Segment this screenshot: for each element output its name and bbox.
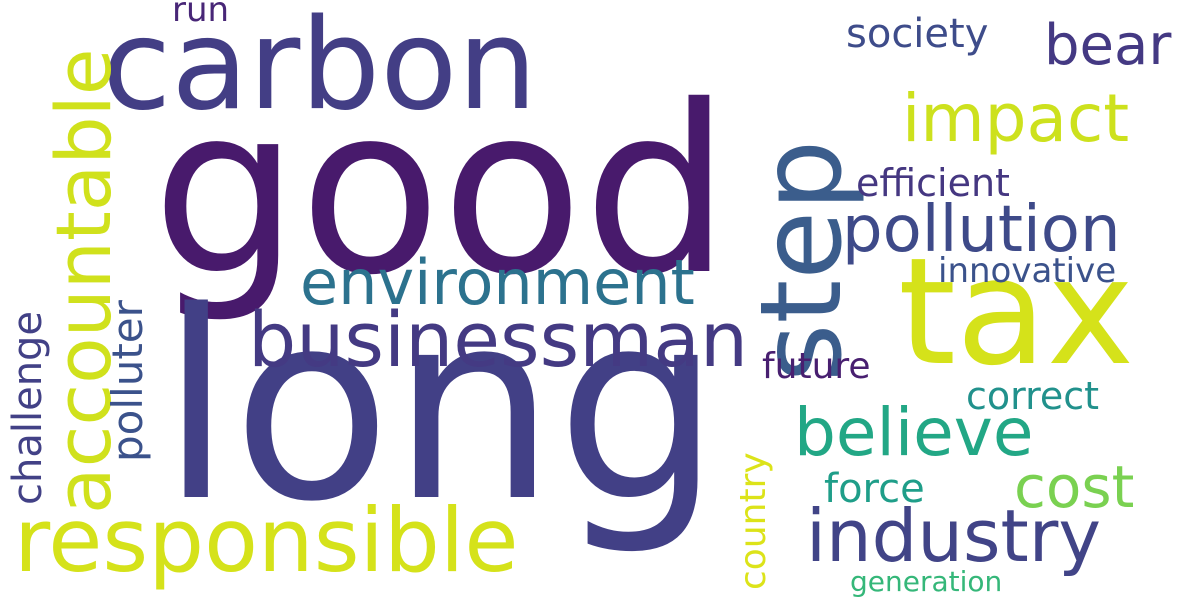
word-polluter: polluter (103, 300, 152, 462)
word-country: country (733, 452, 774, 590)
word-cost: cost (1014, 453, 1135, 521)
word-environment: environment (300, 246, 695, 319)
word-pollution: pollution (842, 193, 1121, 267)
word-tax: tax (898, 226, 1135, 398)
word-industry: industry (806, 494, 1101, 578)
word-force: force (824, 466, 925, 512)
word-society: society (846, 11, 989, 57)
word-responsible: responsible (14, 489, 519, 592)
word-long: long (160, 257, 722, 559)
word-carbon: carbon (102, 0, 538, 138)
word-bear: bear (1044, 13, 1172, 78)
word-good: good (152, 56, 731, 326)
word-businessman: businessman (248, 295, 749, 384)
word-believe: believe (794, 394, 1034, 471)
word-correct: correct (966, 374, 1100, 418)
word-efficient: efficient (856, 161, 1010, 205)
word-generation: generation (850, 565, 1003, 598)
word-future: future (762, 346, 871, 387)
word-run: run (172, 0, 230, 30)
word-challenge: challenge (5, 310, 51, 505)
word-impact: impact (902, 80, 1130, 157)
word-innovative: innovative (938, 251, 1117, 291)
